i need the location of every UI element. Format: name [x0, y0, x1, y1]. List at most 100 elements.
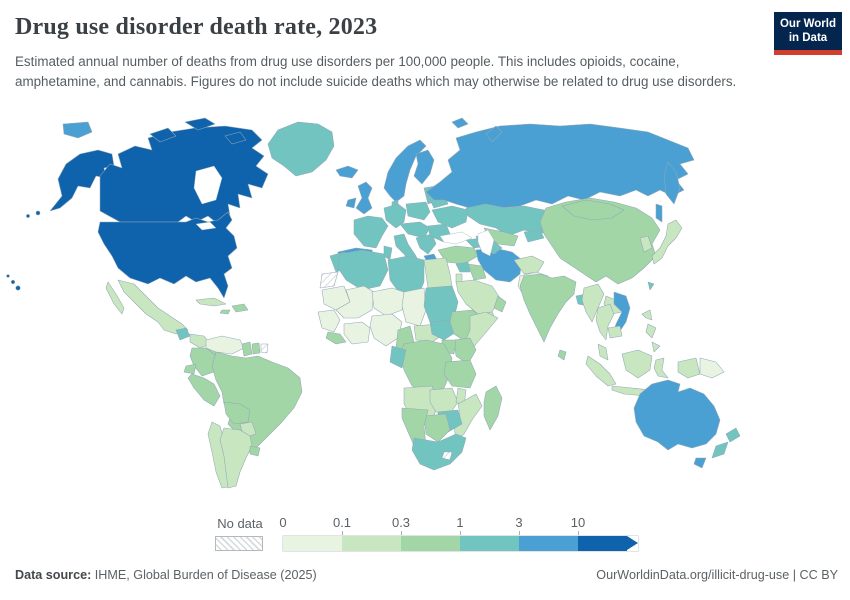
country-drc[interactable] [399, 339, 453, 393]
country-indonesia-papua[interactable] [677, 357, 701, 379]
country-philippines3[interactable] [651, 341, 661, 353]
country-usa[interactable] [97, 211, 238, 299]
country-indonesia-sulawesi[interactable] [653, 357, 669, 379]
legend-segment-4[interactable] [460, 536, 519, 551]
country-papua-new-guinea[interactable] [699, 357, 725, 379]
country-russia-chukotka[interactable] [62, 121, 93, 139]
country-usa-hawaii3[interactable] [15, 285, 21, 291]
country-france[interactable] [353, 215, 389, 249]
country-kenya[interactable] [453, 337, 477, 365]
country-mexico[interactable] [117, 279, 189, 335]
country-novaya-zemlya[interactable] [485, 125, 503, 143]
country-cuba[interactable] [195, 297, 227, 307]
country-western-sahara[interactable] [319, 271, 339, 289]
country-iceland[interactable] [335, 165, 359, 179]
country-usa-aleutians2[interactable] [26, 214, 30, 218]
legend-segment-5[interactable] [519, 536, 578, 551]
legend-segment-3[interactable] [401, 536, 460, 551]
country-venezuela[interactable] [205, 335, 245, 355]
legend-segment-6[interactable] [578, 536, 627, 551]
country-canada-arctic2[interactable] [184, 117, 216, 131]
country-chad[interactable] [401, 287, 427, 327]
country-hispaniola[interactable] [231, 303, 249, 313]
country-south-africa[interactable] [411, 433, 467, 471]
country-jamaica[interactable] [219, 309, 231, 315]
country-botswana[interactable] [423, 413, 451, 443]
legend-no-data-swatch[interactable] [215, 536, 263, 551]
country-gabon-congo[interactable] [389, 345, 407, 369]
country-india[interactable] [519, 273, 577, 343]
country-sierra-leone-liberia[interactable] [325, 331, 347, 345]
country-niger[interactable] [371, 287, 405, 317]
country-algeria[interactable] [337, 249, 389, 291]
legend-segment-2[interactable] [342, 536, 401, 551]
country-indonesia-sumatra[interactable] [585, 355, 617, 387]
country-korea[interactable] [639, 235, 653, 253]
license-note[interactable]: OurWorldinData.org/illicit-drug-use | CC… [596, 568, 838, 582]
country-argentina[interactable] [219, 427, 253, 489]
country-suriname[interactable] [251, 342, 261, 355]
country-iraq[interactable] [467, 263, 487, 281]
country-ivory-coast-ghana[interactable] [343, 321, 371, 345]
country-usa-hawaii2[interactable] [10, 279, 16, 285]
legend-color-bar[interactable] [283, 536, 638, 551]
country-china[interactable] [539, 197, 661, 285]
country-canada-arctic3[interactable] [224, 131, 247, 145]
country-kyrgyzstan[interactable] [523, 229, 545, 243]
country-iran[interactable] [475, 247, 523, 283]
country-borneo[interactable] [621, 349, 653, 379]
country-uk[interactable] [355, 181, 373, 215]
country-finland[interactable] [413, 149, 435, 185]
country-ukraine[interactable] [431, 205, 469, 229]
country-cambodia[interactable] [607, 325, 623, 339]
country-senegal-guinea[interactable] [317, 309, 341, 333]
country-svalbard[interactable] [451, 117, 469, 129]
country-oman[interactable] [493, 295, 507, 313]
country-ireland[interactable] [345, 197, 357, 209]
country-tanzania[interactable] [443, 359, 477, 389]
country-new-zealand-north[interactable] [725, 427, 741, 443]
country-australia[interactable] [633, 379, 721, 451]
country-japan[interactable] [651, 219, 683, 265]
country-egypt[interactable] [423, 257, 453, 289]
country-sri-lanka[interactable] [557, 349, 567, 361]
country-russia[interactable] [425, 123, 695, 209]
country-usa-aleutians[interactable] [35, 210, 41, 216]
country-bolivia[interactable] [223, 401, 251, 425]
country-central-europe[interactable] [399, 221, 431, 239]
legend-segment-1[interactable] [283, 536, 342, 551]
country-afghanistan[interactable] [513, 255, 545, 275]
country-south-sudan[interactable] [429, 319, 457, 341]
country-mongolia[interactable] [561, 199, 625, 221]
country-syria[interactable] [455, 261, 471, 273]
country-myanmar[interactable] [581, 283, 605, 323]
country-malaysia[interactable] [597, 343, 609, 361]
country-lesotho[interactable] [441, 451, 453, 461]
country-russia-kamchatka[interactable] [663, 161, 681, 205]
country-peru[interactable] [187, 373, 221, 407]
country-philippines2[interactable] [645, 323, 657, 339]
country-french-guiana[interactable] [260, 343, 269, 354]
country-mexico-baja[interactable] [105, 281, 125, 315]
country-poland[interactable] [405, 201, 431, 221]
country-honduras-nicaragua[interactable] [189, 333, 211, 349]
country-brazil[interactable] [211, 351, 303, 453]
country-philippines1[interactable] [641, 309, 653, 321]
owid-logo[interactable]: Our World in Data [774, 12, 842, 55]
country-taiwan[interactable] [647, 281, 655, 291]
country-balkans[interactable] [415, 233, 437, 255]
country-madagascar[interactable] [483, 385, 503, 431]
country-thailand[interactable] [595, 303, 615, 341]
country-greenland[interactable] [267, 121, 335, 177]
country-canada-arctic1[interactable] [149, 127, 177, 143]
country-guyana[interactable] [241, 341, 253, 357]
country-usa-hawaii1[interactable] [6, 274, 10, 278]
country-ecuador[interactable] [183, 363, 197, 375]
country-germany[interactable] [383, 203, 407, 229]
country-new-zealand-south[interactable] [711, 441, 729, 459]
country-tasmania[interactable] [693, 457, 707, 469]
country-uruguay[interactable] [249, 445, 261, 457]
country-nigeria[interactable] [369, 313, 403, 347]
country-russia-sakhalin[interactable] [655, 203, 663, 223]
country-saudi-arabia[interactable] [455, 279, 501, 315]
